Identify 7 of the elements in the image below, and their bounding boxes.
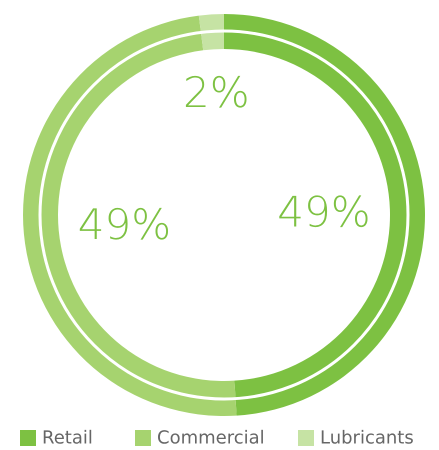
donut-slice <box>198 14 224 50</box>
legend-label: Commercial <box>157 428 265 448</box>
data-label: 2% <box>182 68 250 117</box>
data-label: 49% <box>277 187 371 236</box>
legend-label: Retail <box>42 428 93 448</box>
legend-label: Lubricants <box>320 428 414 448</box>
data-label: 49% <box>78 200 172 249</box>
